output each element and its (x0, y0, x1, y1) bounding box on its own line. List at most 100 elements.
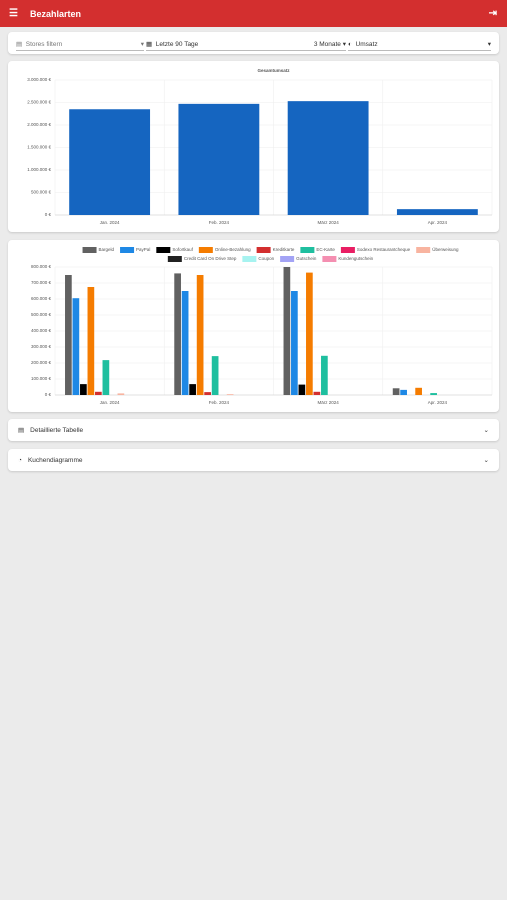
bar (287, 101, 369, 215)
y-tick-label: 500.000 € (31, 190, 52, 195)
bar (178, 103, 260, 215)
y-tick-label: 700.000 € (31, 280, 52, 285)
store-filter[interactable]: ▤ Stores filtern ▾ (16, 38, 144, 51)
x-tick-label: Apr. 2024 (428, 220, 448, 225)
x-tick-label: Apr. 2024 (428, 400, 448, 405)
menu-icon[interactable]: ☰ (9, 8, 18, 19)
bar (196, 275, 204, 395)
legend-label: Online-Bezahlung (215, 247, 251, 252)
chart-title: Gesamtumsatz (257, 68, 290, 73)
x-tick-label: März 2024 (317, 400, 339, 405)
bar (189, 384, 196, 395)
y-tick-label: 100.000 € (31, 376, 52, 381)
y-tick-label: 800.000 € (31, 264, 52, 269)
legend-label: Bargeld (99, 247, 115, 252)
bar (204, 392, 211, 395)
y-tick-label: 300.000 € (31, 344, 52, 349)
legend-swatch (120, 247, 135, 253)
legend-label: Gutschein (296, 256, 317, 261)
store-text: Stores filtern (25, 40, 63, 48)
y-tick-label: 200.000 € (31, 360, 52, 365)
x-tick-label: Jan. 2024 (100, 220, 120, 225)
legend-swatch (300, 247, 315, 253)
legend-item: Kundengutschein (322, 256, 374, 262)
x-tick-label: Feb. 2024 (209, 220, 230, 225)
bar (69, 109, 151, 215)
legend-swatch (156, 247, 171, 253)
bar (80, 384, 87, 395)
section-title: Detaillierte Tabelle (30, 426, 84, 434)
bar (211, 356, 219, 395)
legend-swatch (82, 247, 97, 253)
legend-item: Sofortkauf (156, 247, 194, 253)
bar (400, 389, 407, 395)
legend-label: Credit Card On Drive Step (184, 256, 237, 261)
bar (95, 391, 102, 395)
metric-text: Umsatz (355, 40, 378, 48)
bar (283, 267, 291, 395)
legend-label: Kreditkarte (273, 247, 295, 252)
legend-label: EC-Karte (316, 247, 335, 252)
range-text: Letzte 90 Tage (155, 40, 199, 48)
legend-label: Coupon (258, 256, 274, 261)
y-tick-label: 3.000.000 € (27, 77, 51, 82)
bar (65, 275, 72, 395)
bar (291, 291, 298, 395)
y-tick-label: 600.000 € (31, 296, 52, 301)
legend-swatch (322, 256, 337, 262)
section-title: Kuchendiagramme (27, 456, 83, 464)
y-tick-label: 0 € (45, 392, 52, 397)
bar (313, 391, 321, 395)
bar (72, 298, 80, 395)
y-tick-label: 0 € (45, 212, 52, 217)
legend-label: Überweisung (432, 246, 459, 252)
bar (117, 393, 125, 395)
legend-item: Coupon (242, 256, 275, 262)
legend-swatch (416, 247, 431, 253)
x-tick-label: Jan. 2024 (100, 400, 120, 405)
legend-swatch (167, 256, 182, 262)
bar (392, 388, 400, 395)
y-tick-label: 1.500.000 € (27, 145, 51, 150)
legend-swatch (198, 247, 213, 253)
title: Bezahlarten (29, 8, 81, 19)
period-text: 3 Monate (313, 40, 341, 48)
bar (430, 393, 437, 395)
y-tick-label: 400.000 € (31, 328, 52, 333)
y-tick-label: 500.000 € (31, 312, 52, 317)
range-filter[interactable]: ▦ Letzte 90 Tage 3 Monate ▾ (146, 38, 346, 51)
legend-item: EC-Karte (300, 247, 335, 253)
accordion[interactable]: ◔ Kuchendiagramme ⌄ (8, 449, 499, 471)
bar (298, 384, 306, 395)
legend-swatch (242, 256, 257, 262)
y-tick-label: 2.000.000 € (27, 122, 51, 127)
legend-swatch (280, 256, 295, 262)
bar (181, 291, 189, 395)
metric-filter[interactable]: ◐ Umsatz ▾ (348, 38, 491, 51)
legend-item: PayPal (120, 247, 150, 253)
legend-label: Kundengutschein (338, 256, 373, 261)
logout-icon[interactable]: ⇥ (488, 8, 497, 19)
method-chart: 0 € 100.000 € 200.000 € 300.000 € 400.000 € 5… (31, 246, 493, 405)
total-chart-card: Gesamtumsatz 0 € 500.000 € 1.000.000 € 1.500… (8, 61, 499, 232)
legend-item: Bargeld (82, 247, 115, 253)
filter-bar: ▤ Stores filtern ▾ ▦ Letzte 90 Tage 3 Mona… (8, 32, 499, 54)
bar (396, 209, 478, 215)
legend-label: PayPal (136, 247, 150, 252)
bar (226, 394, 234, 395)
bar (306, 272, 313, 395)
legend-item: Sodexo Restaurantcheque (340, 247, 411, 253)
legend-swatch (256, 247, 271, 253)
y-tick-label: 1.000.000 € (27, 167, 51, 172)
total-chart: Gesamtumsatz 0 € 500.000 € 1.000.000 € 1.500… (27, 68, 493, 225)
bar (174, 273, 181, 395)
legend-swatch (340, 247, 355, 253)
y-tick-label: 2.500.000 € (27, 100, 51, 105)
bar (415, 387, 422, 395)
accordion[interactable]: ▤ Detaillierte Tabelle ⌄ (8, 419, 499, 441)
method-chart-card: 0 € 100.000 € 200.000 € 300.000 € 400.000 € 5… (8, 240, 499, 412)
legend-item: Gutschein (280, 256, 317, 262)
legend-item: Online-Bezahlung (198, 247, 251, 253)
legend-item: Credit Card On Drive Step (167, 256, 237, 262)
